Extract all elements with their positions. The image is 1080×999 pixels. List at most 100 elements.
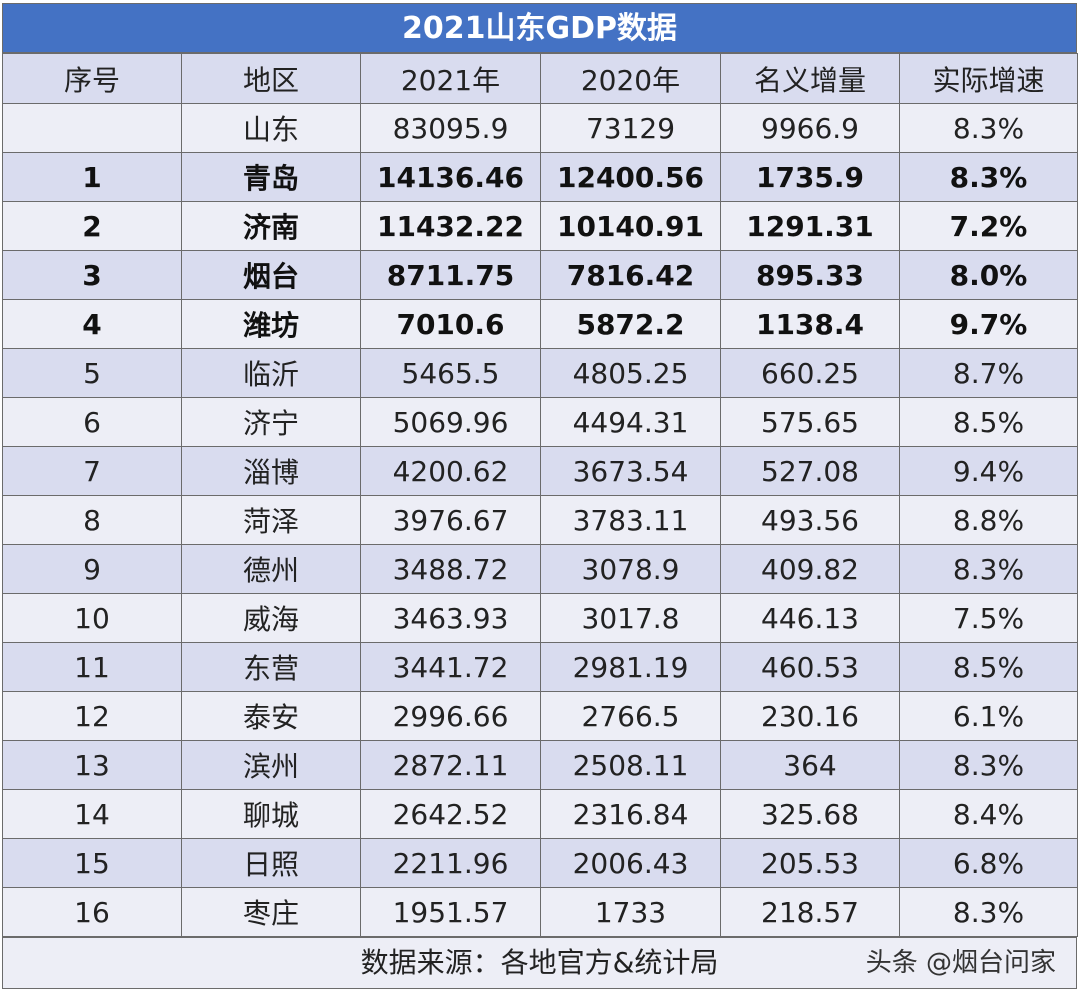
cell-nominal-increase: 527.08 bbox=[720, 446, 900, 496]
cell-rank bbox=[2, 103, 182, 153]
cell-real-growth: 8.5% bbox=[899, 397, 1078, 447]
cell-region: 滨州 bbox=[181, 740, 361, 790]
cell-nominal-increase: 230.16 bbox=[720, 691, 900, 741]
cell-gdp-2021: 3463.93 bbox=[360, 593, 541, 643]
table-title: 2021山东GDP数据 bbox=[2, 3, 1077, 53]
table-row: 10 威海 3463.93 3017.8 446.13 7.5% bbox=[2, 593, 1078, 643]
cell-nominal-increase: 460.53 bbox=[720, 642, 900, 692]
table-row: 14 聊城 2642.52 2316.84 325.68 8.4% bbox=[2, 789, 1078, 839]
cell-region: 日照 bbox=[181, 838, 361, 888]
cell-nominal-increase: 895.33 bbox=[720, 250, 900, 300]
cell-region: 泰安 bbox=[181, 691, 361, 741]
cell-gdp-2021: 5465.5 bbox=[360, 348, 541, 398]
cell-region: 聊城 bbox=[181, 789, 361, 839]
cell-gdp-2020: 10140.91 bbox=[540, 201, 721, 251]
cell-rank: 10 bbox=[2, 593, 182, 643]
cell-nominal-increase: 446.13 bbox=[720, 593, 900, 643]
cell-region: 烟台 bbox=[181, 250, 361, 300]
cell-nominal-increase: 1138.4 bbox=[720, 299, 900, 349]
cell-gdp-2020: 3017.8 bbox=[540, 593, 721, 643]
cell-gdp-2021: 11432.22 bbox=[360, 201, 541, 251]
cell-nominal-increase: 1291.31 bbox=[720, 201, 900, 251]
cell-real-growth: 7.2% bbox=[899, 201, 1078, 251]
cell-real-growth: 8.3% bbox=[899, 152, 1078, 202]
table-row: 11 东营 3441.72 2981.19 460.53 8.5% bbox=[2, 642, 1078, 692]
cell-rank: 12 bbox=[2, 691, 182, 741]
table-body: 山东 83095.9 73129 9966.9 8.3% 1 青岛 14136.46 12400… bbox=[2, 103, 1078, 937]
data-source-note: 数据来源：各地官方&统计局 bbox=[2, 937, 1077, 989]
cell-gdp-2020: 4494.31 bbox=[540, 397, 721, 447]
cell-gdp-2020: 73129 bbox=[540, 103, 721, 153]
header-gdp-2020: 2020年 bbox=[540, 53, 721, 104]
cell-rank: 3 bbox=[2, 250, 182, 300]
cell-rank: 16 bbox=[2, 887, 182, 937]
header-row: 序号 地区 2021年 2020年 名义增量 实际增速 bbox=[2, 53, 1078, 104]
cell-real-growth: 9.4% bbox=[899, 446, 1078, 496]
cell-gdp-2021: 3976.67 bbox=[360, 495, 541, 545]
cell-gdp-2020: 7816.42 bbox=[540, 250, 721, 300]
cell-gdp-2021: 3488.72 bbox=[360, 544, 541, 594]
cell-nominal-increase: 325.68 bbox=[720, 789, 900, 839]
cell-rank: 11 bbox=[2, 642, 182, 692]
cell-gdp-2021: 7010.6 bbox=[360, 299, 541, 349]
cell-nominal-increase: 9966.9 bbox=[720, 103, 900, 153]
cell-real-growth: 8.4% bbox=[899, 789, 1078, 839]
header-rank: 序号 bbox=[2, 53, 182, 104]
cell-gdp-2021: 3441.72 bbox=[360, 642, 541, 692]
table-row: 2 济南 11432.22 10140.91 1291.31 7.2% bbox=[2, 201, 1078, 251]
table-row: 8 菏泽 3976.67 3783.11 493.56 8.8% bbox=[2, 495, 1078, 545]
watermark: 头条 @烟台问家 bbox=[865, 948, 1056, 978]
cell-rank: 5 bbox=[2, 348, 182, 398]
cell-region: 潍坊 bbox=[181, 299, 361, 349]
cell-real-growth: 9.7% bbox=[899, 299, 1078, 349]
cell-gdp-2020: 3078.9 bbox=[540, 544, 721, 594]
cell-rank: 1 bbox=[2, 152, 182, 202]
gdp-table: 序号 地区 2021年 2020年 名义增量 实际增速 山东 83095.9 731… bbox=[2, 53, 1078, 937]
cell-real-growth: 6.8% bbox=[899, 838, 1078, 888]
table-row: 7 淄博 4200.62 3673.54 527.08 9.4% bbox=[2, 446, 1078, 496]
cell-nominal-increase: 1735.9 bbox=[720, 152, 900, 202]
cell-real-growth: 8.3% bbox=[899, 740, 1078, 790]
cell-region: 济宁 bbox=[181, 397, 361, 447]
table-row: 5 临沂 5465.5 4805.25 660.25 8.7% bbox=[2, 348, 1078, 398]
cell-nominal-increase: 218.57 bbox=[720, 887, 900, 937]
table-row: 13 滨州 2872.11 2508.11 364 8.3% bbox=[2, 740, 1078, 790]
header-nominal-increase: 名义增量 bbox=[720, 53, 900, 104]
cell-gdp-2021: 4200.62 bbox=[360, 446, 541, 496]
cell-gdp-2020: 1733 bbox=[540, 887, 721, 937]
cell-gdp-2021: 2642.52 bbox=[360, 789, 541, 839]
cell-region: 德州 bbox=[181, 544, 361, 594]
cell-real-growth: 8.5% bbox=[899, 642, 1078, 692]
cell-nominal-increase: 409.82 bbox=[720, 544, 900, 594]
cell-region: 山东 bbox=[181, 103, 361, 153]
cell-gdp-2021: 2996.66 bbox=[360, 691, 541, 741]
table-row: 9 德州 3488.72 3078.9 409.82 8.3% bbox=[2, 544, 1078, 594]
cell-region: 济南 bbox=[181, 201, 361, 251]
cell-region: 东营 bbox=[181, 642, 361, 692]
header-real-growth: 实际增速 bbox=[899, 53, 1078, 104]
cell-gdp-2021: 5069.96 bbox=[360, 397, 541, 447]
cell-rank: 7 bbox=[2, 446, 182, 496]
cell-real-growth: 8.3% bbox=[899, 887, 1078, 937]
cell-gdp-2021: 8711.75 bbox=[360, 250, 541, 300]
cell-gdp-2021: 2211.96 bbox=[360, 838, 541, 888]
cell-gdp-2020: 5872.2 bbox=[540, 299, 721, 349]
cell-rank: 14 bbox=[2, 789, 182, 839]
cell-real-growth: 8.0% bbox=[899, 250, 1078, 300]
cell-gdp-2020: 3673.54 bbox=[540, 446, 721, 496]
header-region: 地区 bbox=[181, 53, 361, 104]
cell-gdp-2020: 12400.56 bbox=[540, 152, 721, 202]
table-row: 1 青岛 14136.46 12400.56 1735.9 8.3% bbox=[2, 152, 1078, 202]
cell-real-growth: 6.1% bbox=[899, 691, 1078, 741]
cell-rank: 4 bbox=[2, 299, 182, 349]
cell-region: 威海 bbox=[181, 593, 361, 643]
cell-gdp-2020: 2981.19 bbox=[540, 642, 721, 692]
header-gdp-2021: 2021年 bbox=[360, 53, 541, 104]
cell-gdp-2020: 3783.11 bbox=[540, 495, 721, 545]
cell-real-growth: 8.3% bbox=[899, 544, 1078, 594]
cell-nominal-increase: 660.25 bbox=[720, 348, 900, 398]
cell-gdp-2021: 14136.46 bbox=[360, 152, 541, 202]
cell-nominal-increase: 205.53 bbox=[720, 838, 900, 888]
cell-gdp-2021: 2872.11 bbox=[360, 740, 541, 790]
